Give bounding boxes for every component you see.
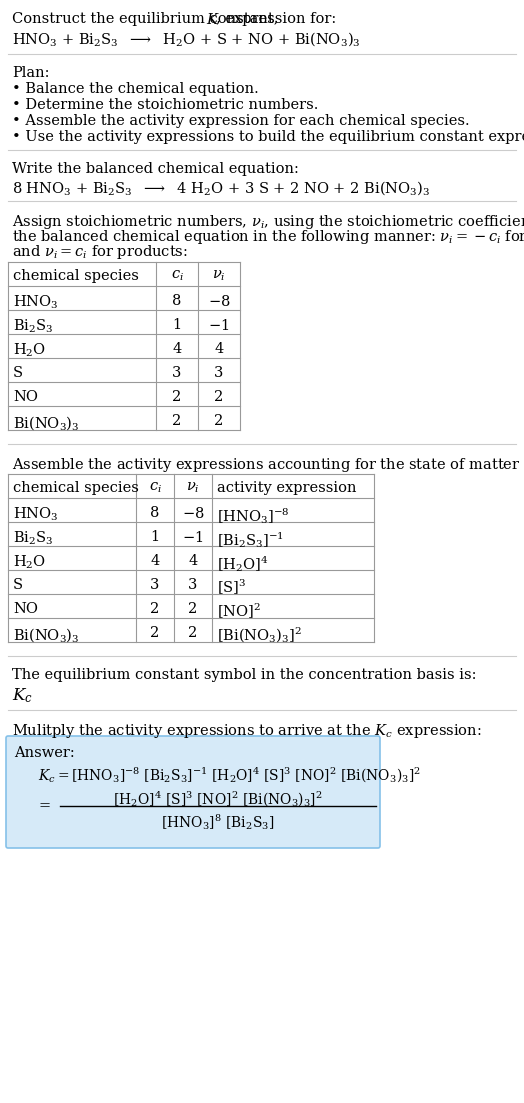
- Text: $\nu_i$: $\nu_i$: [212, 269, 226, 283]
- Text: • Use the activity expressions to build the equilibrium constant expression.: • Use the activity expressions to build …: [12, 130, 524, 144]
- Text: Plan:: Plan:: [12, 66, 49, 81]
- Text: $\mathregular{H_2O}$: $\mathregular{H_2O}$: [13, 342, 46, 360]
- Text: 2: 2: [188, 627, 198, 640]
- Text: $-$1: $-$1: [209, 318, 230, 333]
- Text: • Determine the stoichiometric numbers.: • Determine the stoichiometric numbers.: [12, 98, 319, 113]
- Text: $\mathregular{HNO_3}$: $\mathregular{HNO_3}$: [13, 295, 59, 311]
- Text: 2: 2: [150, 602, 160, 615]
- Text: Answer:: Answer:: [14, 746, 75, 760]
- Text: $\mathregular{[Bi_2S_3]^{-1}}$: $\mathregular{[Bi_2S_3]^{-1}}$: [217, 531, 284, 549]
- Text: $\mathregular{Bi_2S_3}$: $\mathregular{Bi_2S_3}$: [13, 318, 53, 335]
- Text: $\mathregular{[H_2O]^4}$: $\mathregular{[H_2O]^4}$: [217, 554, 268, 574]
- Text: $-$8: $-$8: [182, 506, 204, 521]
- Text: 8 $\mathregular{HNO_3}$ $+$ $\mathregular{Bi_2S_3}$  $\longrightarrow$  4 $\math: 8 $\mathregular{HNO_3}$ $+$ $\mathregula…: [12, 179, 430, 196]
- Text: Write the balanced chemical equation:: Write the balanced chemical equation:: [12, 162, 299, 176]
- Text: $\mathregular{Bi(NO_3)_3}$: $\mathregular{Bi(NO_3)_3}$: [13, 627, 80, 644]
- Text: $K_c$: $K_c$: [12, 686, 33, 705]
- Text: $\mathregular{[NO]^2}$: $\mathregular{[NO]^2}$: [217, 602, 261, 621]
- Text: $\mathregular{[HNO_3]^{-8}}$: $\mathregular{[HNO_3]^{-8}}$: [217, 506, 289, 526]
- Text: S: S: [13, 578, 23, 592]
- Text: 2: 2: [150, 627, 160, 640]
- Text: Assign stoichiometric numbers, $\nu_i$, using the stoichiometric coefficients, $: Assign stoichiometric numbers, $\nu_i$, …: [12, 213, 524, 231]
- FancyBboxPatch shape: [6, 736, 380, 848]
- Text: 2: 2: [214, 390, 224, 404]
- Text: 2: 2: [188, 602, 198, 615]
- Text: $\mathregular{[HNO_3]^8\ [Bi_2S_3]}$: $\mathregular{[HNO_3]^8\ [Bi_2S_3]}$: [161, 812, 275, 832]
- Text: 2: 2: [172, 390, 182, 404]
- Text: 3: 3: [150, 578, 160, 592]
- Text: $-$8: $-$8: [208, 295, 231, 309]
- Text: $K$: $K$: [206, 12, 220, 26]
- Text: and $\nu_i = c_i$ for products:: and $\nu_i = c_i$ for products:: [12, 243, 188, 261]
- Text: 4: 4: [150, 554, 160, 568]
- Text: $\mathregular{H_2O}$: $\mathregular{H_2O}$: [13, 554, 46, 571]
- Text: • Balance the chemical equation.: • Balance the chemical equation.: [12, 82, 259, 96]
- Text: 1: 1: [150, 531, 160, 544]
- Text: 2: 2: [172, 414, 182, 428]
- Text: , expression for:: , expression for:: [216, 12, 336, 26]
- Text: $\mathregular{[Bi(NO_3)_3]^2}$: $\mathregular{[Bi(NO_3)_3]^2}$: [217, 627, 302, 645]
- Text: $\mathregular{HNO_3}$ $+$ $\mathregular{Bi_2S_3}$  $\longrightarrow$  $\mathregu: $\mathregular{HNO_3}$ $+$ $\mathregular{…: [12, 30, 361, 47]
- Text: chemical species: chemical species: [13, 481, 139, 495]
- Text: $c_i$: $c_i$: [170, 269, 183, 283]
- Text: Construct the equilibrium constant,: Construct the equilibrium constant,: [12, 12, 283, 26]
- Text: The equilibrium constant symbol in the concentration basis is:: The equilibrium constant symbol in the c…: [12, 668, 476, 682]
- Text: NO: NO: [13, 390, 38, 404]
- Text: NO: NO: [13, 602, 38, 615]
- Text: 3: 3: [172, 366, 182, 381]
- Text: 8: 8: [150, 506, 160, 520]
- Text: 3: 3: [188, 578, 198, 592]
- Text: 8: 8: [172, 295, 182, 308]
- Text: =: =: [38, 799, 50, 813]
- Text: chemical species: chemical species: [13, 269, 139, 283]
- Text: S: S: [13, 366, 23, 381]
- Text: the balanced chemical equation in the following manner: $\nu_i = -c_i$ for react: the balanced chemical equation in the fo…: [12, 228, 524, 246]
- Text: Mulitply the activity expressions to arrive at the $K_c$ expression:: Mulitply the activity expressions to arr…: [12, 722, 482, 740]
- Text: 4: 4: [172, 342, 182, 356]
- Text: activity expression: activity expression: [217, 481, 356, 495]
- Text: 1: 1: [172, 318, 181, 332]
- Text: 2: 2: [214, 414, 224, 428]
- Text: $\mathregular{Bi(NO_3)_3}$: $\mathregular{Bi(NO_3)_3}$: [13, 414, 80, 431]
- Text: $\mathregular{[S]^3}$: $\mathregular{[S]^3}$: [217, 578, 246, 597]
- Text: 4: 4: [214, 342, 224, 356]
- Text: $c_i$: $c_i$: [148, 481, 161, 495]
- Text: Assemble the activity expressions accounting for the state of matter and $\nu_i$: Assemble the activity expressions accoun…: [12, 456, 524, 474]
- Text: $\mathregular{HNO_3}$: $\mathregular{HNO_3}$: [13, 506, 59, 524]
- Text: $\mathregular{Bi_2S_3}$: $\mathregular{Bi_2S_3}$: [13, 531, 53, 547]
- Text: • Assemble the activity expression for each chemical species.: • Assemble the activity expression for e…: [12, 114, 470, 128]
- Text: $-$1: $-$1: [182, 531, 204, 545]
- Text: $K_c = \mathregular{[HNO_3]^{-8}\ [Bi_2S_3]^{-1}\ [H_2O]^4\ [S]^3\ [NO]^2\ [Bi(N: $K_c = \mathregular{[HNO_3]^{-8}\ [Bi_2S…: [38, 765, 421, 785]
- Text: 3: 3: [214, 366, 224, 381]
- Text: 4: 4: [188, 554, 198, 568]
- Text: $\nu_i$: $\nu_i$: [186, 481, 200, 495]
- Text: $\mathregular{[H_2O]^4\ [S]^3\ [NO]^2\ [Bi(NO_3)_3]^2}$: $\mathregular{[H_2O]^4\ [S]^3\ [NO]^2\ […: [113, 790, 323, 810]
